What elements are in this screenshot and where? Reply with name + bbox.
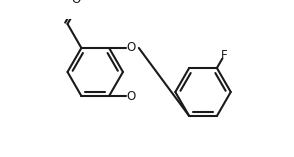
Text: F: F — [221, 49, 228, 62]
Text: O: O — [126, 41, 136, 54]
Text: O: O — [126, 90, 136, 103]
Text: O: O — [72, 0, 81, 6]
